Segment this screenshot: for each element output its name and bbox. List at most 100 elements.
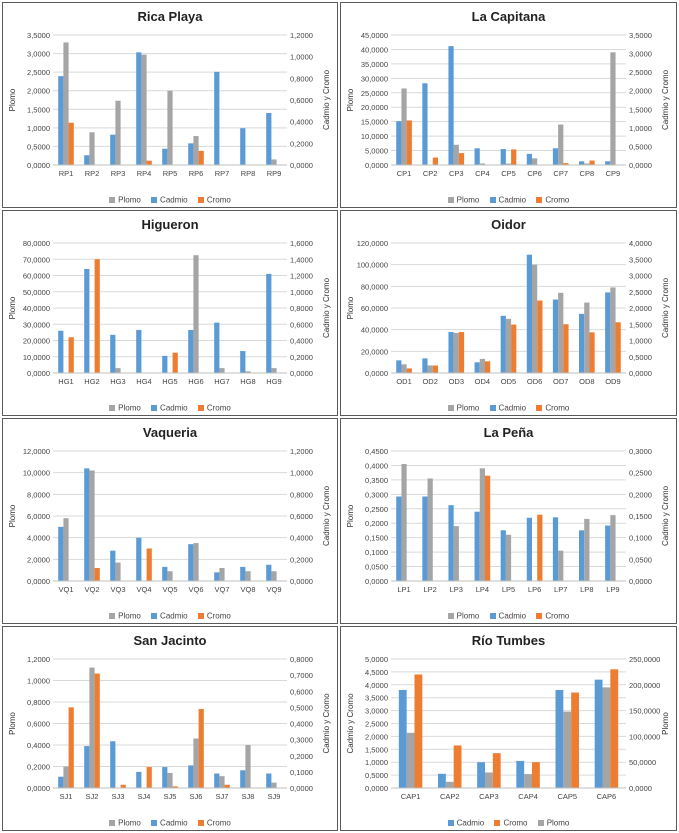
x-tick-label: RP3 — [111, 169, 126, 178]
y-tick-label: 3,5000 — [27, 31, 50, 40]
y2-tick-label: 0,4000 — [290, 337, 313, 346]
bar-cromo — [511, 324, 517, 373]
bar-cromo — [492, 753, 501, 788]
bar-cadmio — [555, 689, 564, 788]
bar-plomo — [584, 518, 590, 581]
y-tick-label: 8,0000 — [27, 490, 50, 499]
bar-plomo — [89, 470, 95, 581]
y2-tick-label: 0,0000 — [290, 784, 313, 793]
y2-tick-label: 0,5000 — [290, 703, 313, 712]
chart-title: San Jacinto — [133, 633, 207, 648]
x-tick-label: LP8 — [580, 585, 593, 594]
y-tick-label: 60,0000 — [23, 272, 50, 281]
legend-label: Cadmio — [498, 403, 527, 412]
y-tick-label: 70,0000 — [23, 255, 50, 264]
x-tick-label: CAP4 — [518, 792, 538, 801]
bar-plomo — [406, 732, 415, 788]
x-tick-label: VQ1 — [58, 585, 73, 594]
x-tick-label: RP4 — [137, 169, 152, 178]
bar-cadmio — [136, 52, 142, 166]
y-axis-title: Plomo — [8, 88, 17, 111]
legend-item: Cadmio — [489, 403, 527, 412]
legend-swatch — [109, 196, 116, 203]
legend-swatch — [537, 819, 544, 826]
x-tick-label: CP2 — [423, 169, 438, 178]
y-tick-label: 0,0000 — [27, 161, 50, 170]
y2-tick-label: 1,4000 — [290, 255, 313, 264]
bar-plomo — [115, 368, 121, 373]
y-tick-label: 15,0000 — [361, 118, 388, 127]
y2-tick-label: 1,5000 — [629, 320, 652, 329]
x-tick-label: SJ8 — [242, 792, 255, 801]
bar-cadmio — [110, 550, 116, 581]
legend-swatch — [109, 404, 116, 411]
bar-cadmio — [422, 358, 428, 373]
bar-cadmio — [266, 113, 272, 165]
bar-cadmio — [84, 269, 90, 373]
x-tick-label: OD1 — [396, 377, 411, 386]
legend-label: Cadmio — [498, 611, 527, 620]
bar-cromo — [453, 745, 462, 788]
legend-swatch — [151, 196, 158, 203]
legend-item: Cadmio — [151, 403, 188, 412]
y2-tick-label: 1,0000 — [629, 124, 652, 133]
bar-cadmio — [214, 773, 220, 788]
chart-legend: Plomo Cadmio Cromo — [3, 403, 337, 412]
x-tick-label: HG8 — [240, 377, 255, 386]
bar-cadmio — [396, 360, 402, 373]
bar-plomo — [563, 711, 572, 788]
x-tick-label: SJ3 — [112, 792, 125, 801]
y2-tick-label: 0,5000 — [629, 353, 652, 362]
x-tick-label: VQ2 — [84, 585, 99, 594]
x-tick-label: CP5 — [501, 169, 516, 178]
legend-swatch — [494, 819, 501, 826]
y2-axis-title: Cadmio y Cromo — [661, 277, 670, 338]
chart-plot: 0,0000 0,5000 1,0000 1,5000 2,0000 2,5000 3,00… — [8, 31, 331, 178]
chart-legend: Plomo Cadmio Cromo — [341, 403, 676, 412]
y2-axis-title: Cadmio y Cromo — [322, 277, 331, 338]
y-tick-label: 2,5000 — [27, 68, 50, 77]
chart-panel-vaqueria: Vaqueria 0,0000 2,0000 4,0000 6,0000 8,0000 1… — [2, 418, 338, 624]
bar-cadmio — [594, 679, 603, 788]
x-tick-label: LP3 — [450, 585, 463, 594]
bar-cadmio — [240, 128, 246, 165]
y2-tick-label: 0,3000 — [290, 736, 313, 745]
bar-cadmio — [396, 496, 402, 581]
x-tick-label: OD4 — [475, 377, 490, 386]
bar-cadmio — [474, 511, 480, 581]
bar-plomo — [427, 478, 433, 581]
legend-swatch — [489, 196, 496, 203]
y-tick-label: 4,5000 — [365, 668, 388, 677]
y2-tick-label: 4,0000 — [629, 239, 652, 248]
legend-label: Cadmio — [498, 195, 527, 204]
x-tick-label: CAP2 — [440, 792, 460, 801]
y2-tick-label: 0,8000 — [290, 655, 313, 664]
y-tick-label: 5,0000 — [365, 147, 388, 156]
bar-cadmio — [605, 292, 611, 373]
bar-cadmio — [110, 334, 116, 373]
legend-swatch — [151, 819, 158, 826]
bar-plomo — [89, 132, 95, 165]
y-tick-label: 30,0000 — [361, 74, 388, 83]
legend-label: Cromo — [503, 818, 528, 827]
x-tick-label: VQ3 — [110, 585, 125, 594]
x-tick-label: OD7 — [553, 377, 568, 386]
y2-tick-label: 0,2000 — [290, 353, 313, 362]
bar-cadmio — [136, 329, 142, 373]
legend-swatch — [536, 196, 543, 203]
x-tick-label: CP3 — [449, 169, 464, 178]
y2-tick-label: 0,6000 — [290, 96, 313, 105]
legend-label: Cromo — [206, 818, 231, 827]
bar-cadmio — [552, 517, 559, 581]
y2-axis-title: Cadmio y Cromo — [322, 485, 331, 546]
chart-title: La Capitana — [471, 9, 546, 24]
y2-tick-label: 3,0000 — [629, 272, 652, 281]
y-tick-label: 10,0000 — [23, 353, 50, 362]
legend-item: Plomo — [447, 403, 479, 412]
chart-legend: Plomo Cadmio Cromo — [3, 611, 337, 620]
x-tick-label: SJ9 — [268, 792, 281, 801]
bar-cadmio — [477, 762, 485, 788]
bar-cromo — [94, 673, 100, 788]
bar-cromo — [458, 332, 465, 373]
y2-tick-label: 0,2500 — [629, 469, 652, 478]
